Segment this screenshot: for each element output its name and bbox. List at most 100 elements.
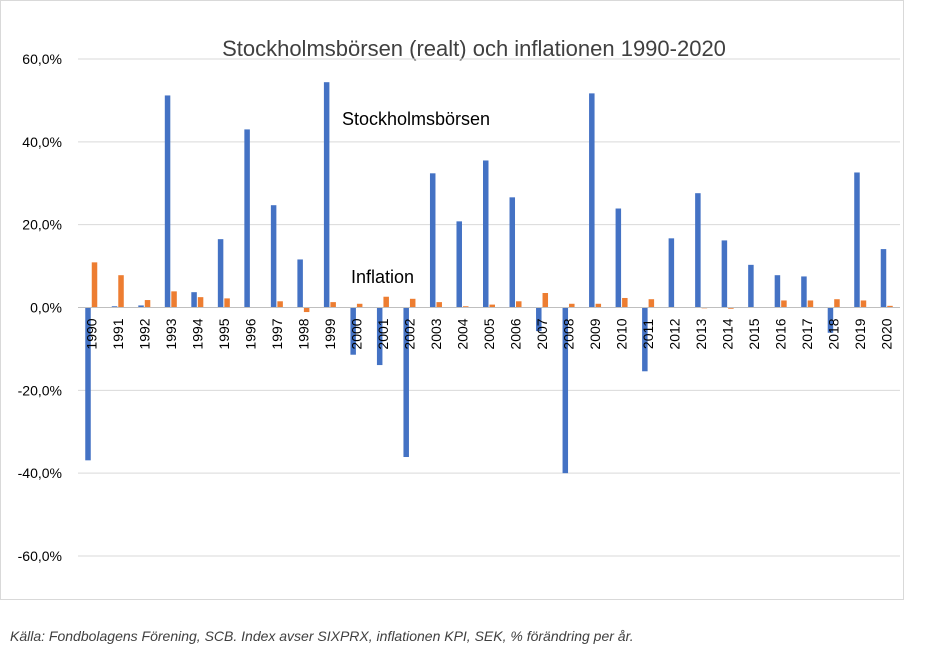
x-tick-label: 2017	[799, 318, 815, 349]
bar-inflation-2011	[648, 299, 655, 308]
bar-inflation-1992	[144, 300, 151, 308]
x-tick-label: 2012	[667, 318, 683, 349]
bar-inflation-2018	[834, 299, 840, 308]
x-tick-label: 1997	[269, 318, 285, 349]
bar-inflation-2006	[516, 301, 522, 308]
bar-stockholmsborsen-2015	[748, 264, 754, 308]
bar-stockholmsborsen-2008	[562, 307, 569, 474]
bar-inflation-2020	[887, 305, 893, 308]
y-tick-label: 60,0%	[22, 51, 62, 67]
bar-inflation-1999	[330, 302, 336, 308]
bar-stockholmsborsen-1995	[217, 239, 224, 308]
bar-stockholmsborsen-2010	[615, 208, 622, 308]
bar-inflation-2000	[356, 303, 363, 308]
x-tick-label: 2009	[587, 318, 603, 349]
bar-inflation-1994	[197, 297, 204, 308]
bar-stockholmsborsen-1993	[164, 95, 171, 308]
bar-inflation-2014	[728, 307, 734, 309]
bar-stockholmsborsen-2014	[721, 240, 728, 308]
bar-inflation-2003	[436, 302, 442, 308]
x-tick-label: 2000	[348, 318, 364, 349]
bar-stockholmsborsen-2002	[403, 307, 409, 458]
x-tick-label: 1996	[242, 318, 258, 349]
x-tick-label: 2001	[375, 318, 391, 349]
bar-inflation-1993	[171, 291, 177, 308]
x-tick-label: 2019	[852, 318, 868, 349]
bar-stockholmsborsen-2013	[695, 193, 701, 308]
x-tick-label: 2011	[640, 319, 656, 349]
bar-inflation-2001	[383, 296, 389, 308]
gridlines	[78, 58, 900, 557]
bar-inflation-1997	[277, 301, 283, 308]
bar-inflation-2017	[807, 300, 814, 308]
bar-stockholmsborsen-2001	[376, 307, 383, 366]
bar-stockholmsborsen-2018	[827, 307, 834, 333]
x-tick-label: 1991	[110, 318, 126, 349]
bar-inflation-2016	[781, 300, 787, 308]
x-tick-label: 2016	[773, 318, 789, 349]
bar-stockholmsborsen-2009	[589, 93, 595, 308]
x-tick-label: 2005	[481, 318, 497, 349]
bar-inflation-1995	[224, 298, 230, 308]
x-tick-label: 2020	[879, 318, 895, 349]
bar-inflation-2004	[462, 306, 469, 308]
annotation-stockholmsborsen: Stockholmsbörsen	[342, 109, 490, 129]
x-tick-label: 1990	[83, 318, 99, 349]
x-tick-label: 2007	[534, 318, 550, 349]
y-tick-label: 20,0%	[22, 217, 62, 233]
bar-stockholmsborsen-2019	[854, 172, 860, 308]
x-tick-label: 2014	[720, 318, 736, 349]
chart-title: Stockholmsbörsen (realt) och inflationen…	[222, 36, 726, 61]
y-axis: 60,0% 40,0% 20,0% 0,0% -20,0% -40,0% -60,0%	[18, 51, 62, 564]
bar-stockholmsborsen-2004	[456, 221, 462, 308]
x-tick-label: 1999	[322, 318, 338, 349]
x-tick-label: 1994	[189, 318, 205, 349]
x-tick-label: 2013	[693, 318, 709, 349]
y-tick-label: 40,0%	[22, 134, 62, 150]
x-tick-label: 1992	[136, 318, 152, 349]
bar-inflation-2007	[542, 293, 549, 308]
bar-inflation-2008	[569, 303, 575, 308]
bar-stockholmsborsen-2007	[536, 307, 542, 332]
bar-stockholmsborsen-1999	[323, 82, 330, 308]
x-tick-label: 2018	[826, 318, 842, 349]
x-tick-label: 1993	[163, 318, 179, 349]
x-tick-label: 1995	[216, 318, 232, 349]
bar-stockholmsborsen-2003	[429, 173, 436, 308]
x-tick-label: 2006	[508, 318, 524, 349]
bar-inflation-2010	[622, 297, 628, 308]
x-tick-label: 2002	[401, 318, 417, 349]
y-tick-label: -40,0%	[18, 465, 62, 481]
bar-inflation-1991	[118, 275, 124, 308]
x-tick-label: 2008	[561, 318, 577, 349]
bar-inflation-2005	[489, 304, 495, 308]
bar-stockholmsborsen-2016	[774, 275, 781, 308]
bar-chart: Stockholmsbörsen (realt) och inflationen…	[18, 36, 900, 564]
bar-stockholmsborsen-1997	[270, 205, 277, 308]
bar-stockholmsborsen-2011	[642, 307, 648, 372]
annotation-inflation: Inflation	[351, 267, 414, 287]
bar-stockholmsborsen-2012	[668, 238, 675, 308]
y-tick-label: 0,0%	[30, 300, 62, 316]
bar-stockholmsborsen-1996	[244, 129, 250, 308]
bar-stockholmsborsen-2020	[880, 249, 887, 308]
bar-stockholmsborsen-1994	[191, 292, 197, 308]
bar-inflation-1990	[91, 262, 98, 308]
source-caption: Källa: Fondbolagens Förening, SCB. Index…	[10, 628, 634, 644]
bar-stockholmsborsen-2005	[483, 160, 489, 308]
bar-stockholmsborsen-2000	[350, 307, 356, 355]
bar-stockholmsborsen-2006	[509, 197, 516, 308]
y-tick-label: -20,0%	[18, 382, 62, 398]
x-axis: 1990 1991 1992 1993 1994 1995 1996 1997 1998 1999…	[78, 307, 900, 350]
bar-stockholmsborsen-1991	[111, 306, 118, 308]
bar-inflation-1998	[303, 307, 310, 313]
bar-inflation-2002	[409, 298, 416, 308]
x-tick-label: 1998	[295, 318, 311, 349]
x-tick-label: 2004	[454, 318, 470, 349]
bar-inflation-2009	[595, 303, 602, 308]
bars	[85, 82, 893, 474]
bar-stockholmsborsen-1998	[297, 259, 303, 308]
x-tick-label: 2003	[428, 318, 444, 349]
bar-inflation-2019	[860, 300, 867, 308]
x-tick-label: 2015	[746, 318, 762, 349]
